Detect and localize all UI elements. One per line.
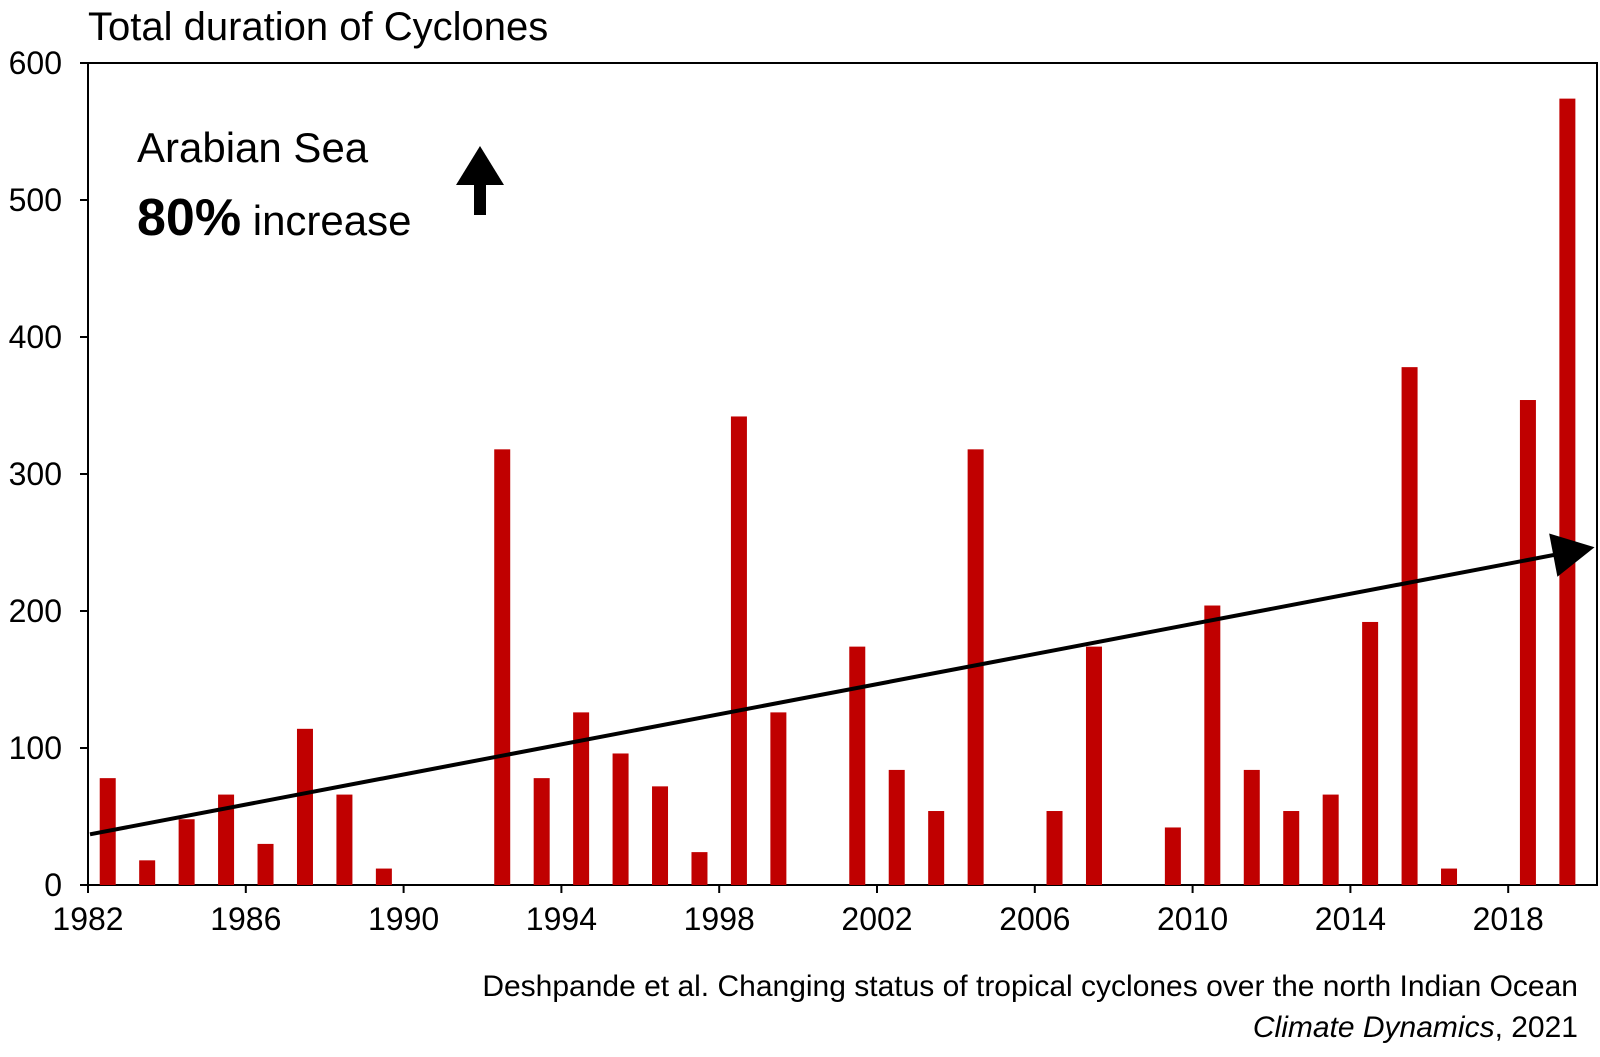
bar-2007 (1085, 646, 1102, 885)
bar-2013 (1322, 794, 1339, 885)
x-tick-label: 1982 (52, 901, 123, 937)
bar-2001 (849, 646, 866, 885)
bar-1993 (533, 778, 550, 885)
bar-1988 (336, 794, 353, 885)
x-tick-label: 2002 (841, 901, 912, 937)
y-tick-label: 100 (9, 730, 62, 766)
bars-group (99, 98, 1576, 886)
citation-year: , 2021 (1495, 1011, 1578, 1044)
bar-1992 (494, 449, 511, 885)
x-tick-label: 2010 (1157, 901, 1228, 937)
bar-2018 (1519, 400, 1536, 885)
y-tick-label: 500 (9, 182, 62, 218)
up-arrow-icon (456, 146, 504, 215)
bar-2019 (1559, 98, 1576, 886)
bar-1994 (573, 712, 590, 885)
y-axis: 0 100 200 300 400 500 600 (9, 45, 88, 903)
bar-1983 (139, 860, 156, 885)
bar-2015 (1401, 367, 1418, 885)
trend-group (89, 533, 1595, 837)
bar-1999 (770, 712, 787, 885)
y-tick-label: 0 (44, 867, 62, 903)
x-tick-label: 1994 (526, 901, 597, 937)
x-tick-label: 2018 (1473, 901, 1544, 937)
trend-line (89, 550, 1570, 837)
bar-1989 (375, 868, 392, 885)
annotation-region: Arabian Sea (137, 124, 369, 171)
bar-2006 (1046, 811, 1063, 885)
citation-line-2: Climate Dynamics, 2021 (1253, 1011, 1578, 1044)
trend-arrowhead-icon (1549, 533, 1595, 577)
chart-title: Total duration of Cyclones (88, 5, 548, 49)
bar-1984 (178, 819, 195, 885)
annotation-increase: 80% increase (137, 189, 412, 247)
y-tick-label: 600 (9, 45, 62, 81)
bar-1997 (691, 852, 708, 885)
x-tick-label: 1990 (368, 901, 439, 937)
citation-journal: Climate Dynamics (1253, 1011, 1495, 1044)
bar-1985 (218, 794, 235, 885)
y-tick-label: 300 (9, 456, 62, 492)
y-tick-label: 200 (9, 593, 62, 629)
x-axis: 1982 1986 1990 1994 1998 2002 2006 2010 2014 2018 (52, 885, 1544, 937)
bar-2002 (888, 769, 905, 885)
bar-1987 (296, 728, 313, 885)
y-tick-label: 400 (9, 319, 62, 355)
bar-2010 (1204, 605, 1221, 885)
bar-1996 (652, 786, 669, 885)
bar-2012 (1283, 811, 1300, 885)
bar-2014 (1362, 621, 1379, 885)
x-tick-label: 1998 (684, 901, 755, 937)
bar-2011 (1243, 769, 1260, 885)
bar-1998 (730, 416, 747, 885)
x-tick-label: 2006 (999, 901, 1070, 937)
bar-1986 (257, 843, 274, 885)
bar-2016 (1441, 868, 1458, 885)
annotation-increase-text: increase (241, 197, 411, 244)
bar-2009 (1164, 827, 1181, 885)
x-tick-label: 1986 (210, 901, 281, 937)
annotation-percent: 80% (137, 189, 241, 247)
x-tick-label: 2014 (1315, 901, 1386, 937)
citation-line-1: Deshpande et al. Changing status of trop… (482, 970, 1578, 1003)
bar-1995 (612, 753, 629, 885)
bar-2003 (928, 811, 945, 885)
